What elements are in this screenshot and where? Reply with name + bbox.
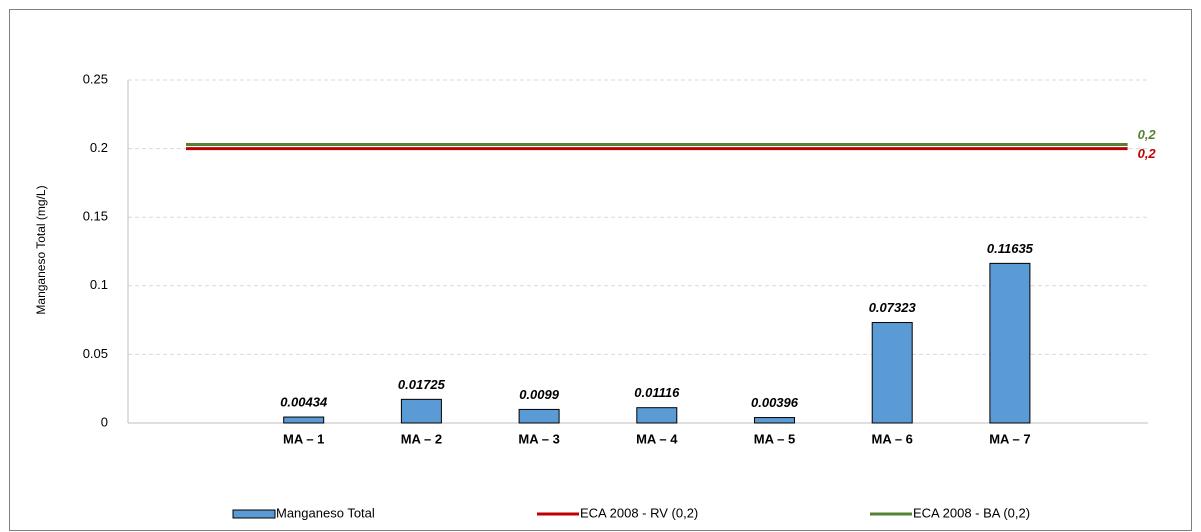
x-tick-label: MA – 3 — [518, 431, 559, 446]
x-tick-label: MA – 7 — [989, 431, 1030, 446]
x-tick-label: MA – 1 — [283, 431, 324, 446]
legend-swatch — [232, 509, 276, 519]
bar — [871, 322, 913, 424]
x-tick-label: MA – 4 — [636, 431, 678, 446]
data-label: 0.07323 — [869, 300, 917, 315]
y-tick-label: 0.1 — [90, 277, 108, 292]
data-label: 0,2 — [1138, 127, 1157, 142]
bar — [989, 262, 1031, 424]
x-tick-label: MA – 2 — [401, 431, 442, 446]
y-tick-label: 0.15 — [83, 209, 108, 224]
bar — [636, 407, 678, 424]
x-tick-label: MA – 5 — [754, 431, 795, 446]
data-label: 0.11635 — [987, 241, 1034, 256]
y-tick-label: 0.25 — [83, 71, 108, 86]
chart-border — [9, 9, 1192, 531]
legend-label: ECA 2008 - RV (0,2) — [580, 505, 698, 520]
bar — [518, 408, 560, 424]
data-label: 0,2 — [1138, 146, 1157, 161]
data-label: 0.01725 — [398, 377, 446, 392]
data-label: 0.01116 — [634, 385, 680, 400]
bar — [283, 416, 325, 424]
x-tick-label: MA – 6 — [871, 431, 912, 446]
y-tick-label: 0.2 — [90, 140, 108, 155]
legend-label: ECA 2008 - BA (0,2) — [913, 505, 1030, 520]
y-tick-label: 0 — [101, 414, 108, 429]
y-tick-label: 0.05 — [83, 346, 108, 361]
bar — [400, 398, 442, 424]
data-label: 0.00434 — [280, 394, 328, 409]
y-axis-title: Manganeso Total (mg/L) — [34, 185, 48, 314]
data-label: 0.0099 — [519, 387, 560, 402]
legend-label: Manganeso Total — [276, 505, 375, 520]
data-label: 0.00396 — [751, 395, 799, 410]
bar — [754, 417, 795, 424]
